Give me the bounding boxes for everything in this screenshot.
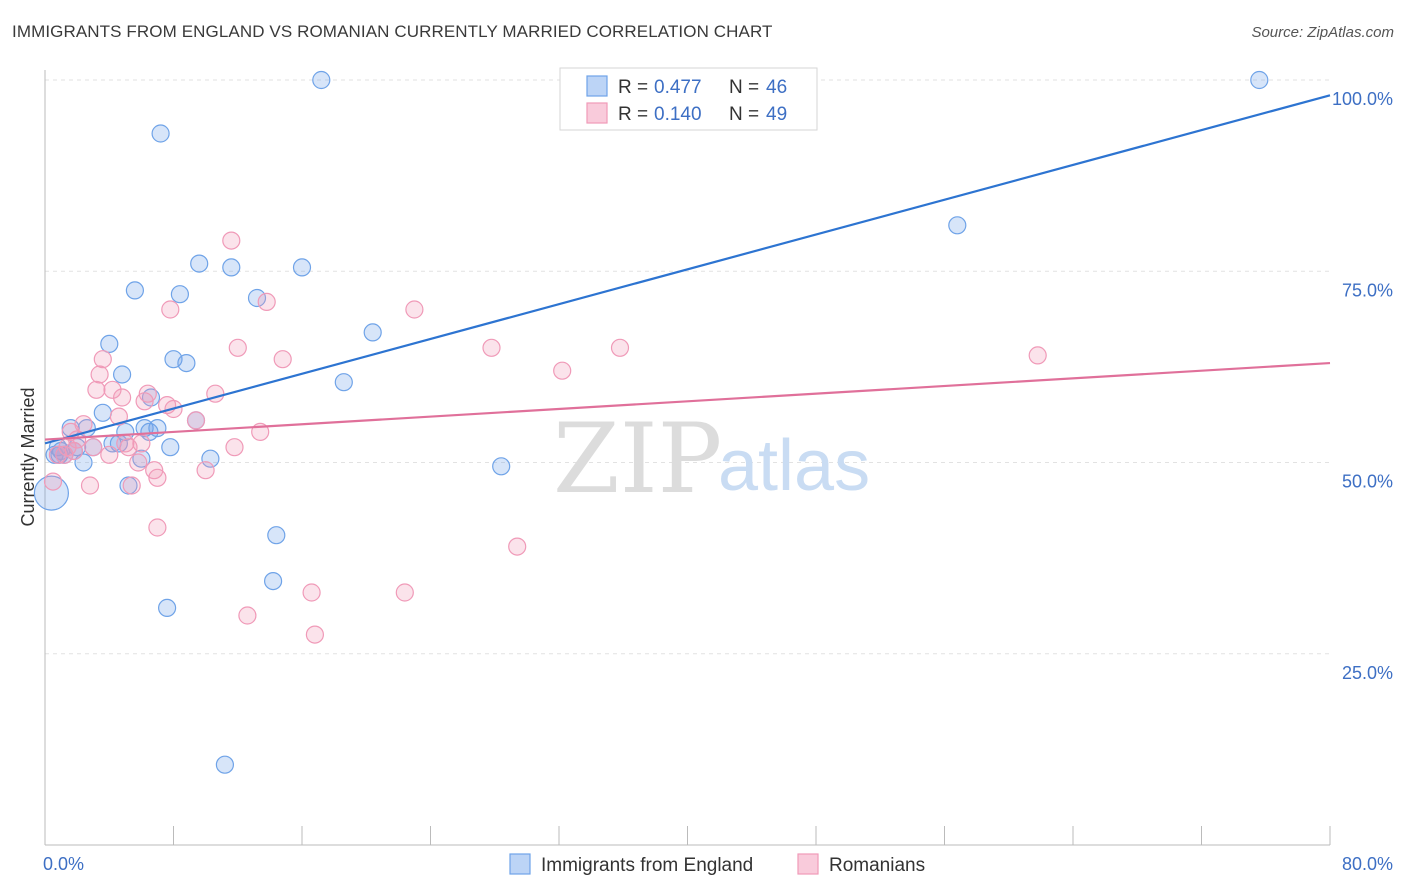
point-romanians: [273, 350, 292, 369]
y-tick-label: 75.0%: [1342, 280, 1393, 300]
point-england: [158, 598, 177, 618]
point-england: [161, 438, 180, 457]
watermark-zip: ZIP: [553, 403, 722, 515]
point-romanians: [93, 350, 112, 369]
bottom-legend: Immigrants from England Romanians: [509, 853, 925, 876]
legend-r-label: R =: [618, 104, 648, 125]
chart-title: IMMIGRANTS FROM ENGLAND VS ROMANIAN CURR…: [12, 22, 773, 41]
y-tick-labels: 25.0% 50.0% 75.0% 100.0%: [1332, 89, 1393, 683]
point-england: [948, 216, 967, 235]
point-england: [33, 475, 70, 511]
point-romanians: [225, 438, 244, 457]
y-tick-label: 100.0%: [1332, 89, 1393, 109]
point-england: [215, 755, 234, 774]
point-romanians: [138, 384, 157, 403]
point-england: [93, 403, 112, 422]
point-romanians: [508, 537, 527, 556]
point-romanians: [161, 300, 180, 319]
legend-n-value: 49: [766, 104, 787, 125]
point-england: [151, 124, 170, 143]
legend-r-value: 0.140: [654, 104, 702, 125]
legend-n-label: N =: [729, 77, 759, 98]
point-romanians: [43, 472, 63, 491]
x-tick-labels: 0.0% 80.0%: [43, 854, 1393, 874]
legend-box: R = 0.477 N = 46 R = 0.140 N = 49: [559, 67, 818, 131]
bottom-legend-swatch-romanians: [797, 853, 819, 875]
point-romanians: [186, 411, 206, 430]
point-england: [312, 70, 331, 90]
x-tick-label: 80.0%: [1342, 854, 1393, 874]
watermark: ZIP atlas: [553, 403, 870, 515]
point-england: [170, 285, 189, 304]
point-romanians: [257, 292, 276, 311]
point-england: [267, 526, 286, 545]
point-england: [190, 254, 209, 273]
point-romanians: [196, 461, 215, 480]
point-romanians: [58, 438, 77, 457]
legend-n-label: N =: [729, 104, 759, 125]
point-romanians: [80, 476, 100, 495]
point-romanians: [122, 476, 141, 495]
point-romanians: [74, 415, 93, 434]
bottom-legend-swatch-england: [509, 853, 531, 875]
point-romanians: [405, 300, 424, 319]
point-romanians: [395, 583, 414, 602]
point-romanians: [84, 438, 103, 457]
point-romanians: [112, 388, 132, 407]
point-england: [1250, 70, 1269, 90]
point-romanians: [148, 518, 167, 537]
point-england: [334, 373, 353, 392]
point-england: [363, 323, 382, 342]
point-england: [222, 258, 241, 277]
point-england: [125, 281, 144, 300]
point-romanians: [129, 453, 148, 472]
point-romanians: [238, 606, 257, 625]
point-england: [201, 449, 220, 468]
legend-swatch-england: [586, 75, 608, 97]
trend-lines: [44, 94, 1331, 445]
point-romanians: [148, 468, 167, 487]
watermark-atlas: atlas: [718, 426, 870, 506]
point-romanians: [103, 380, 122, 399]
point-romanians: [90, 365, 109, 384]
point-england: [264, 571, 283, 591]
legend-r-value: 0.477: [654, 77, 702, 98]
y-axis-title: Currently Married: [18, 387, 38, 526]
point-romanians: [610, 338, 630, 357]
trend-line-england: [44, 94, 1331, 445]
point-romanians: [222, 231, 241, 250]
point-romanians: [482, 338, 501, 357]
y-tick-label: 25.0%: [1342, 663, 1393, 683]
bottom-legend-label-england: Immigrants from England: [541, 855, 753, 876]
data-points: [33, 70, 1269, 774]
source-credit: Source: ZipAtlas.com: [1251, 24, 1394, 41]
point-romanians: [100, 445, 119, 464]
x-ticks: [44, 826, 1331, 845]
legend-r-label: R =: [618, 77, 648, 98]
point-romanians: [228, 338, 247, 357]
point-england: [112, 365, 132, 384]
gridlines: [45, 79, 1330, 655]
y-tick-label: 50.0%: [1342, 472, 1393, 492]
legend-swatch-romanians: [586, 102, 608, 124]
point-romanians: [553, 361, 572, 380]
point-england: [492, 457, 511, 476]
point-romanians: [1028, 346, 1047, 365]
trend-line-romanians: [44, 361, 1331, 441]
point-romanians: [305, 625, 324, 644]
point-england: [177, 354, 196, 373]
legend-n-value: 46: [766, 77, 787, 98]
point-england: [247, 288, 267, 308]
bottom-legend-label-romanians: Romanians: [829, 855, 925, 876]
point-romanians: [109, 407, 129, 426]
point-england: [100, 334, 119, 353]
point-romanians: [302, 583, 321, 602]
point-romanians: [87, 380, 106, 399]
x-tick-label: 0.0%: [43, 854, 84, 874]
point-romanians: [119, 438, 138, 457]
point-england: [292, 258, 312, 277]
